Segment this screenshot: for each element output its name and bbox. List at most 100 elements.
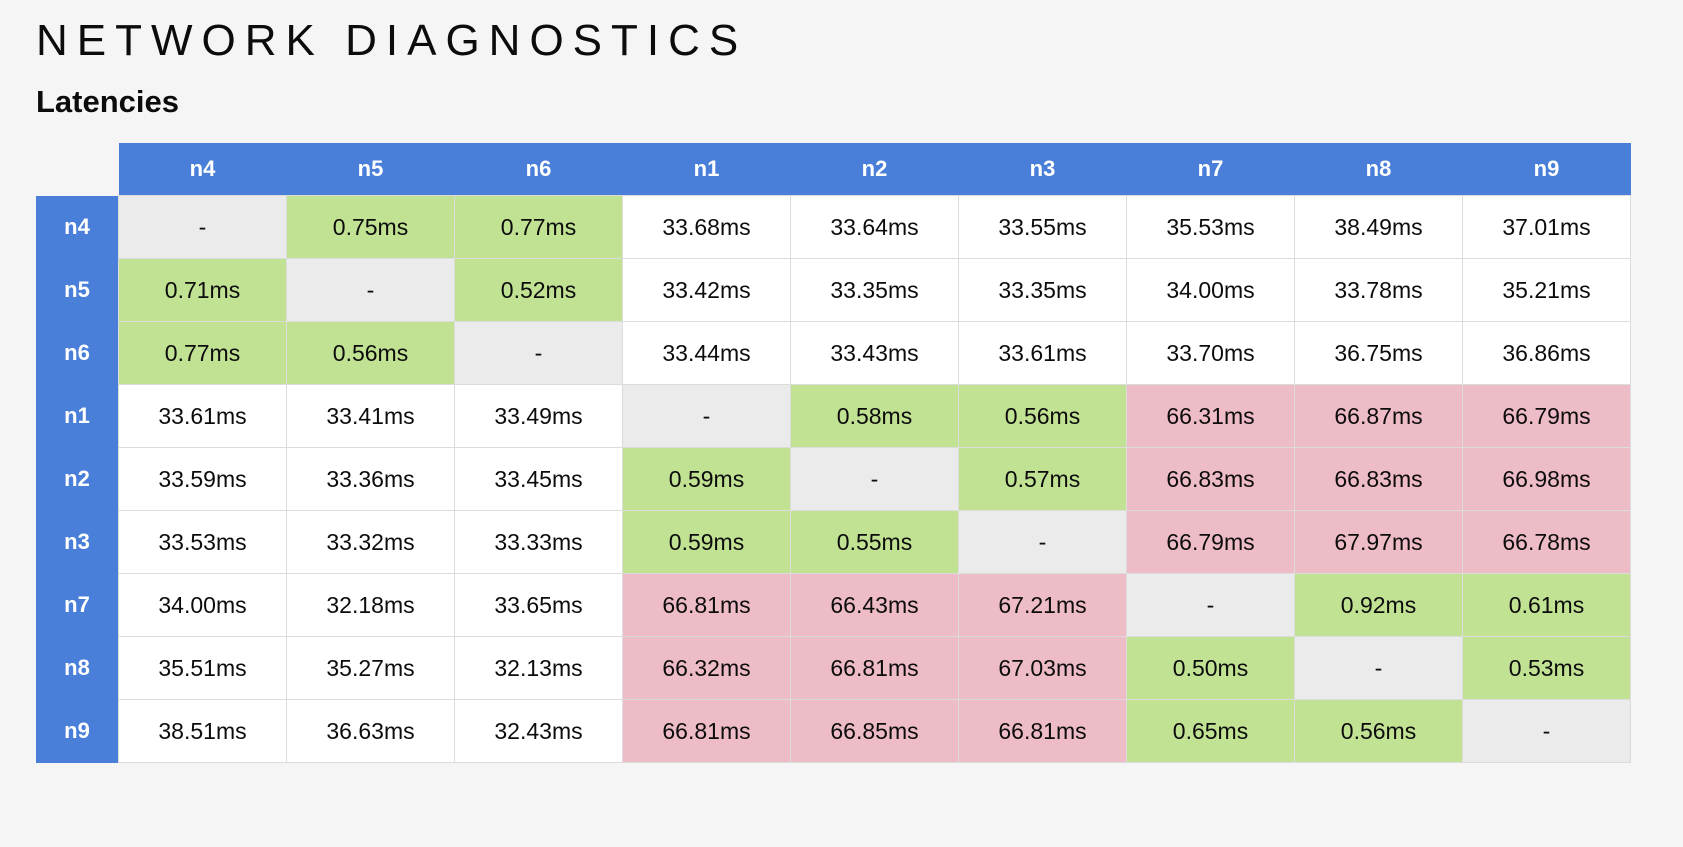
row-header-n5[interactable]: n5: [36, 258, 119, 322]
latency-cell-n1-n4: 33.61ms: [118, 384, 287, 448]
latency-cell-n8-n1: 66.32ms: [622, 636, 791, 700]
row-header-n4[interactable]: n4: [36, 195, 119, 259]
column-header-n5[interactable]: n5: [286, 143, 455, 196]
latency-cell-n4-n3: 33.55ms: [958, 195, 1127, 259]
latency-cell-n7-n8: 0.92ms: [1294, 573, 1463, 637]
latency-cell-n5-n1: 33.42ms: [622, 258, 791, 322]
table-corner-cell: [36, 143, 119, 196]
latency-cell-n8-n3: 67.03ms: [958, 636, 1127, 700]
latency-cell-n1-n9: 66.79ms: [1462, 384, 1631, 448]
latency-cell-n3-n5: 33.32ms: [286, 510, 455, 574]
latency-cell-n5-n4: 0.71ms: [118, 258, 287, 322]
latency-cell-n7-n3: 67.21ms: [958, 573, 1127, 637]
latency-cell-n7-n4: 34.00ms: [118, 573, 287, 637]
latency-cell-n7-n7: -: [1126, 573, 1295, 637]
latency-cell-n7-n9: 0.61ms: [1462, 573, 1631, 637]
latency-cell-n2-n2: -: [790, 447, 959, 511]
latency-cell-n9-n7: 0.65ms: [1126, 699, 1295, 763]
latency-cell-n8-n9: 0.53ms: [1462, 636, 1631, 700]
latency-cell-n7-n1: 66.81ms: [622, 573, 791, 637]
latency-cell-n2-n4: 33.59ms: [118, 447, 287, 511]
latency-cell-n6-n2: 33.43ms: [790, 321, 959, 385]
latency-cell-n4-n4: -: [118, 195, 287, 259]
table-row: n1 33.61ms 33.41ms 33.49ms -0.58ms 0.56ms 66.3…: [36, 384, 1631, 448]
latency-cell-n8-n7: 0.50ms: [1126, 636, 1295, 700]
latency-cell-n6-n9: 36.86ms: [1462, 321, 1631, 385]
latency-cell-n2-n7: 66.83ms: [1126, 447, 1295, 511]
row-header-n8[interactable]: n8: [36, 636, 119, 700]
latency-cell-n9-n2: 66.85ms: [790, 699, 959, 763]
latency-cell-n6-n3: 33.61ms: [958, 321, 1127, 385]
latency-cell-n4-n2: 33.64ms: [790, 195, 959, 259]
latency-cell-n6-n4: 0.77ms: [118, 321, 287, 385]
table-row: n8 35.51ms 35.27ms 32.13ms 66.32ms 66.81ms 67.…: [36, 636, 1631, 700]
latency-cell-n9-n3: 66.81ms: [958, 699, 1127, 763]
latency-cell-n1-n3: 0.56ms: [958, 384, 1127, 448]
latency-cell-n6-n8: 36.75ms: [1294, 321, 1463, 385]
column-header-n9[interactable]: n9: [1462, 143, 1631, 196]
latency-cell-n9-n8: 0.56ms: [1294, 699, 1463, 763]
table-row: n6 0.77ms 0.56ms -33.44ms 33.43ms 33.61ms 33.7…: [36, 321, 1631, 385]
row-header-n9[interactable]: n9: [36, 699, 119, 763]
latency-cell-n1-n2: 0.58ms: [790, 384, 959, 448]
column-header-n1[interactable]: n1: [622, 143, 791, 196]
latency-cell-n8-n4: 35.51ms: [118, 636, 287, 700]
latency-cell-n4-n6: 0.77ms: [454, 195, 623, 259]
latency-cell-n1-n8: 66.87ms: [1294, 384, 1463, 448]
latency-cell-n2-n8: 66.83ms: [1294, 447, 1463, 511]
latency-cell-n7-n2: 66.43ms: [790, 573, 959, 637]
latency-cell-n5-n6: 0.52ms: [454, 258, 623, 322]
table-header: n4 n5 n6 n1 n2 n3 n7 n8 n9: [36, 143, 1631, 196]
latency-cell-n4-n8: 38.49ms: [1294, 195, 1463, 259]
table-body: n4-0.75ms 0.77ms 33.68ms 33.64ms 33.55ms 35.5…: [36, 195, 1631, 763]
column-header-n4[interactable]: n4: [118, 143, 287, 196]
latency-cell-n5-n7: 34.00ms: [1126, 258, 1295, 322]
latency-matrix-container: n4 n5 n6 n1 n2 n3 n7 n8 n9 n4-0.75ms 0.77ms 33.68m…: [36, 143, 1631, 763]
latency-cell-n6-n7: 33.70ms: [1126, 321, 1295, 385]
latency-cell-n8-n6: 32.13ms: [454, 636, 623, 700]
latency-cell-n5-n5: -: [286, 258, 455, 322]
latency-cell-n1-n6: 33.49ms: [454, 384, 623, 448]
page-title: NETWORK DIAGNOSTICS: [36, 16, 748, 65]
column-header-n8[interactable]: n8: [1294, 143, 1463, 196]
column-header-n2[interactable]: n2: [790, 143, 959, 196]
latency-cell-n8-n2: 66.81ms: [790, 636, 959, 700]
latency-matrix-table: n4 n5 n6 n1 n2 n3 n7 n8 n9 n4-0.75ms 0.77ms 33.68m…: [36, 143, 1631, 763]
latency-cell-n5-n2: 33.35ms: [790, 258, 959, 322]
latency-cell-n6-n6: -: [454, 321, 623, 385]
latency-cell-n5-n3: 33.35ms: [958, 258, 1127, 322]
latency-cell-n2-n3: 0.57ms: [958, 447, 1127, 511]
latency-cell-n4-n5: 0.75ms: [286, 195, 455, 259]
latency-cell-n4-n1: 33.68ms: [622, 195, 791, 259]
latency-cell-n6-n1: 33.44ms: [622, 321, 791, 385]
latency-cell-n1-n1: -: [622, 384, 791, 448]
row-header-n7[interactable]: n7: [36, 573, 119, 637]
row-header-n1[interactable]: n1: [36, 384, 119, 448]
table-row: n9 38.51ms 36.63ms 32.43ms 66.81ms 66.85ms 66.…: [36, 699, 1631, 763]
latency-cell-n2-n5: 33.36ms: [286, 447, 455, 511]
latency-cell-n7-n6: 33.65ms: [454, 573, 623, 637]
column-header-n3[interactable]: n3: [958, 143, 1127, 196]
table-row: n7 34.00ms 32.18ms 33.65ms 66.81ms 66.43ms 67.…: [36, 573, 1631, 637]
latency-cell-n2-n9: 66.98ms: [1462, 447, 1631, 511]
latency-cell-n9-n1: 66.81ms: [622, 699, 791, 763]
table-row: n3 33.53ms 33.32ms 33.33ms 0.59ms 0.55ms -66.7…: [36, 510, 1631, 574]
latency-cell-n1-n5: 33.41ms: [286, 384, 455, 448]
latency-cell-n1-n7: 66.31ms: [1126, 384, 1295, 448]
latency-cell-n9-n9: -: [1462, 699, 1631, 763]
section-subtitle: Latencies: [36, 84, 180, 119]
latency-cell-n5-n9: 35.21ms: [1462, 258, 1631, 322]
latency-cell-n9-n5: 36.63ms: [286, 699, 455, 763]
row-header-n6[interactable]: n6: [36, 321, 119, 385]
latency-cell-n3-n8: 67.97ms: [1294, 510, 1463, 574]
row-header-n3[interactable]: n3: [36, 510, 119, 574]
column-header-n7[interactable]: n7: [1126, 143, 1295, 196]
latency-cell-n3-n9: 66.78ms: [1462, 510, 1631, 574]
latency-cell-n3-n3: -: [958, 510, 1127, 574]
latency-cell-n3-n6: 33.33ms: [454, 510, 623, 574]
latency-cell-n8-n8: -: [1294, 636, 1463, 700]
latency-cell-n3-n7: 66.79ms: [1126, 510, 1295, 574]
latency-cell-n2-n1: 0.59ms: [622, 447, 791, 511]
column-header-n6[interactable]: n6: [454, 143, 623, 196]
row-header-n2[interactable]: n2: [36, 447, 119, 511]
